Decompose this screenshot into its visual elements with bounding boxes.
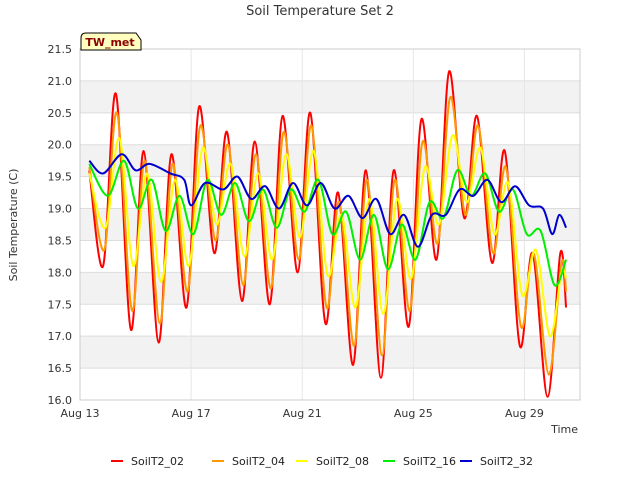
x-tick-label: Aug 21 <box>283 407 322 420</box>
legend-label-soilt2_16: SoilT2_16 <box>403 455 456 468</box>
x-tick-label: Aug 25 <box>394 407 433 420</box>
y-tick-label: 16.0 <box>48 394 73 407</box>
site-badge: TW_met <box>80 32 142 51</box>
plot-band <box>80 80 580 113</box>
y-tick-label: 19.0 <box>48 203 73 216</box>
legend-label-soilt2_08: SoilT2_08 <box>316 455 369 468</box>
y-tick-label: 17.0 <box>48 330 73 343</box>
x-axis-label: Time <box>550 423 578 436</box>
x-tick-label: Aug 13 <box>61 407 100 420</box>
y-tick-label: 17.5 <box>48 298 73 311</box>
x-tick-label: Aug 29 <box>505 407 544 420</box>
y-axis-ticks: 16.0 16.5 17.0 17.5 18.0 18.5 19.0 19.5 20.0 20.5… <box>48 43 73 407</box>
y-axis-label: Soil Temperature (C) <box>7 169 20 282</box>
series-line-soilt2_02 <box>88 70 568 398</box>
plot-band <box>80 144 580 177</box>
x-axis-ticks: Aug 13 Aug 17 Aug 21 Aug 25 Aug 29 <box>61 407 544 420</box>
y-tick-label: 18.0 <box>48 266 73 279</box>
legend-label-soilt2_02: SoilT2_02 <box>131 455 184 468</box>
y-tick-label: 21.0 <box>48 75 73 88</box>
y-tick-label: 20.5 <box>48 107 73 120</box>
series-line-soilt2_08 <box>88 134 568 338</box>
series-line-soilt2_32 <box>88 153 568 248</box>
plot-band <box>80 336 580 369</box>
legend: SoilT2_02 SoilT2_04 SoilT2_08 SoilT2_16 Soil… <box>111 455 533 468</box>
legend-label-soilt2_04: SoilT2_04 <box>232 455 285 468</box>
legend-label-soilt2_32: SoilT2_32 <box>480 455 533 468</box>
site-badge-label: TW_met <box>85 36 134 49</box>
site-badge-box <box>80 32 142 51</box>
y-tick-label: 19.5 <box>48 171 73 184</box>
y-tick-label: 21.5 <box>48 43 73 56</box>
x-tick-label: Aug 17 <box>172 407 211 420</box>
y-tick-label: 18.5 <box>48 234 73 247</box>
y-tick-label: 20.0 <box>48 139 73 152</box>
chart-title: Soil Temperature Set 2 <box>246 4 394 19</box>
gridlines <box>79 48 581 401</box>
y-tick-label: 16.5 <box>48 362 73 375</box>
series-lines <box>88 70 568 398</box>
plot-frame <box>79 48 581 401</box>
